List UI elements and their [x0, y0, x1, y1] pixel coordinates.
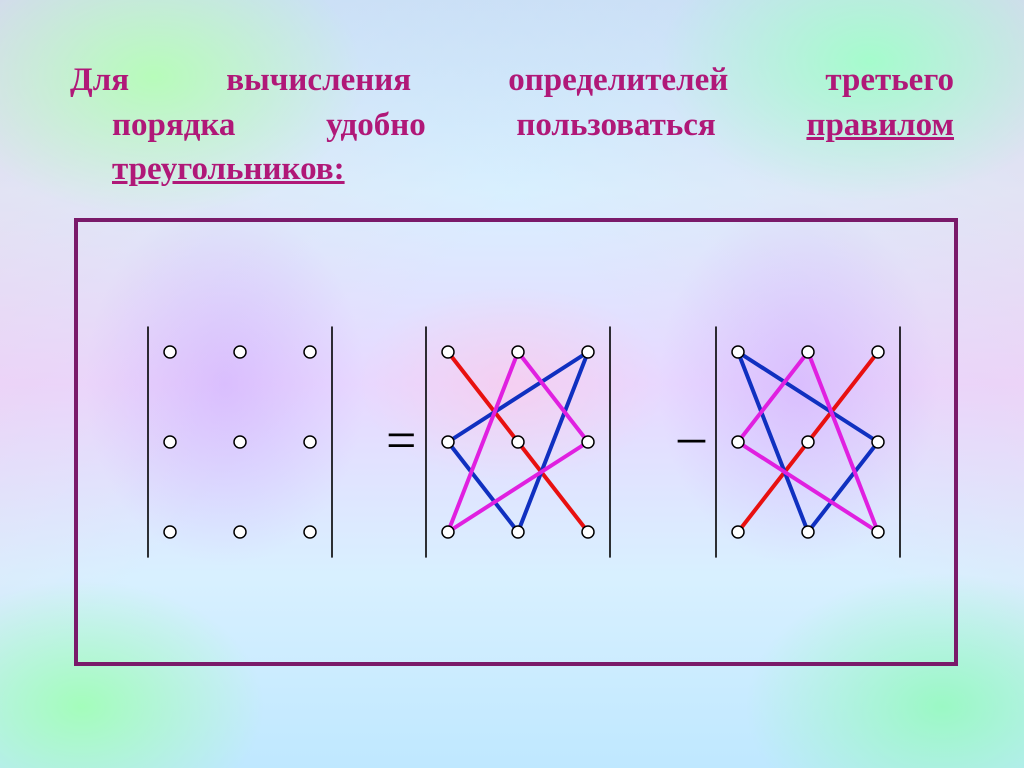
triangle-rule-diagram: =–: [78, 222, 954, 662]
svg-text:=: =: [386, 410, 416, 470]
heading-underlined-end: треугольников:: [112, 151, 345, 187]
heading-line2: порядка удобно пользоваться: [112, 107, 716, 143]
svg-text:–: –: [677, 406, 706, 466]
heading-underlined-start: правилом: [806, 107, 954, 143]
heading-line1: Для вычисления определителей третьего: [70, 62, 954, 98]
heading: Для вычисления определителей третьего по…: [70, 58, 954, 192]
